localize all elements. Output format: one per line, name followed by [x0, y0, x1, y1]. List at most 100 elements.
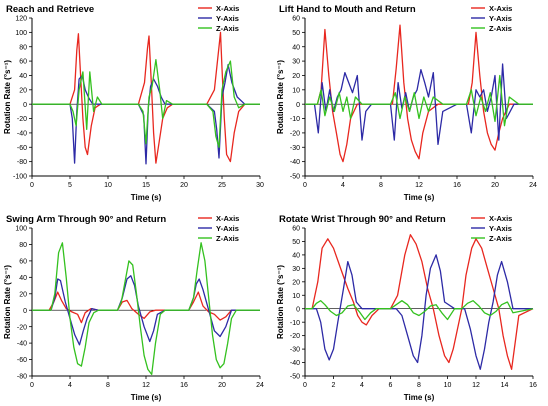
- y-tick-label: -20: [290, 333, 300, 340]
- chart-panel-1: Reach and Retrieve -100 -80 -60 -40 -20 0 20 40 6…: [3, 4, 264, 202]
- y-tick-label: 100: [15, 30, 27, 37]
- x-tick-label: 8: [106, 382, 110, 389]
- x-tick-label: 4: [68, 382, 72, 389]
- x-tick-label: 6: [389, 382, 393, 389]
- y-tick-label: -40: [290, 360, 300, 367]
- legend-label: X-Axis: [489, 214, 512, 223]
- series-line-y-axis: [32, 275, 260, 346]
- x-tick-label: 12: [472, 382, 480, 389]
- chart-panel-4: Rotate Wrist Through 90° and Return -50 -4…: [276, 214, 537, 402]
- legend-label: Z-Axis: [216, 234, 239, 243]
- series-line-z-axis: [32, 59, 260, 148]
- x-tick-label: 25: [218, 182, 226, 189]
- y-tick-label: 60: [292, 226, 300, 233]
- y-tick-label: 120: [15, 16, 27, 23]
- y-tick-label: 60: [292, 16, 300, 23]
- x-tick-label: 16: [529, 382, 537, 389]
- x-tick-label: 15: [142, 182, 150, 189]
- x-tick-label: 12: [142, 382, 150, 389]
- y-tick-label: -30: [290, 145, 300, 152]
- x-axis-label: Time (s): [404, 393, 435, 402]
- y-tick-label: 80: [19, 242, 27, 249]
- legend-label: Y-Axis: [489, 14, 512, 23]
- y-tick-label: -80: [17, 374, 27, 381]
- y-tick-label: -50: [290, 174, 300, 181]
- y-tick-label: 40: [292, 44, 300, 51]
- y-tick-label: 20: [292, 73, 300, 80]
- series-line-z-axis: [305, 300, 534, 321]
- x-tick-label: 20: [218, 382, 226, 389]
- y-tick-label: -100: [13, 174, 27, 181]
- y-tick-label: 100: [15, 226, 27, 233]
- y-tick-label: 40: [292, 253, 300, 260]
- y-tick-label: 50: [292, 239, 300, 246]
- legend-label: Z-Axis: [489, 234, 512, 243]
- x-tick-label: 30: [256, 182, 264, 189]
- x-axis-label: Time (s): [131, 193, 162, 202]
- x-axis-label: Time (s): [404, 193, 435, 202]
- y-tick-label: 30: [292, 59, 300, 66]
- y-tick-label: 50: [292, 30, 300, 37]
- legend-label: Y-Axis: [216, 14, 239, 23]
- legend-label: Y-Axis: [489, 224, 512, 233]
- y-axis-label: Rotation Rate (°s⁻¹): [3, 60, 12, 134]
- x-tick-label: 10: [104, 182, 112, 189]
- x-tick-label: 2: [332, 382, 336, 389]
- y-tick-label: 0: [23, 102, 27, 109]
- series-line-z-axis: [305, 74, 533, 127]
- x-tick-label: 14: [501, 382, 509, 389]
- x-tick-label: 16: [453, 182, 461, 189]
- x-tick-label: 0: [303, 382, 307, 389]
- y-tick-label: -40: [17, 341, 27, 348]
- y-tick-label: 0: [296, 102, 300, 109]
- x-tick-label: 5: [68, 182, 72, 189]
- y-tick-label: 20: [292, 279, 300, 286]
- y-tick-label: -40: [290, 159, 300, 166]
- x-tick-label: 16: [180, 382, 188, 389]
- y-tick-label: -50: [290, 374, 300, 381]
- y-tick-label: 20: [19, 87, 27, 94]
- y-tick-label: 0: [296, 306, 300, 313]
- y-tick-label: -10: [290, 320, 300, 327]
- chart-title: Rotate Wrist Through 90° and Return: [279, 214, 446, 225]
- x-tick-label: 20: [491, 182, 499, 189]
- x-tick-label: 8: [379, 182, 383, 189]
- x-axis-label: Time (s): [131, 393, 162, 402]
- legend-label: Z-Axis: [216, 24, 239, 33]
- chart-title: Lift Hand to Mouth and Return: [279, 4, 416, 15]
- y-tick-label: 80: [19, 44, 27, 51]
- y-tick-label: 30: [292, 266, 300, 273]
- legend-label: X-Axis: [216, 4, 239, 13]
- series-line-z-axis: [32, 242, 260, 376]
- y-tick-label: 20: [19, 291, 27, 298]
- y-axis-label: Rotation Rate (°s⁻¹): [276, 265, 285, 339]
- legend-label: X-Axis: [216, 214, 239, 223]
- series-line-x-axis: [32, 31, 260, 164]
- chart-title: Reach and Retrieve: [6, 4, 94, 15]
- y-tick-label: 60: [19, 59, 27, 66]
- chart-panel-3: Swing Arm Through 90° and Return -80 -60 -4…: [3, 214, 264, 402]
- x-tick-label: 24: [256, 382, 264, 389]
- y-tick-label: 10: [292, 293, 300, 300]
- y-tick-label: 60: [19, 258, 27, 265]
- x-tick-label: 12: [415, 182, 423, 189]
- legend-label: Z-Axis: [489, 24, 512, 33]
- y-tick-label: 40: [19, 73, 27, 80]
- x-tick-label: 0: [30, 382, 34, 389]
- y-tick-label: 10: [292, 87, 300, 94]
- x-tick-label: 4: [360, 382, 364, 389]
- x-tick-label: 0: [30, 182, 34, 189]
- chart-title: Swing Arm Through 90° and Return: [6, 214, 166, 225]
- series-line-x-axis: [305, 234, 534, 370]
- series-line-y-axis: [305, 254, 533, 370]
- legend-label: Y-Axis: [216, 224, 239, 233]
- series-line-x-axis: [305, 24, 533, 163]
- y-tick-label: -20: [17, 116, 27, 123]
- y-axis-label: Rotation Rate (°s⁻¹): [3, 265, 12, 339]
- y-tick-label: -10: [290, 116, 300, 123]
- y-axis-label: Rotation Rate (°s⁻¹): [276, 60, 285, 134]
- y-tick-label: -30: [290, 347, 300, 354]
- y-tick-label: -80: [17, 159, 27, 166]
- x-tick-label: 8: [417, 382, 421, 389]
